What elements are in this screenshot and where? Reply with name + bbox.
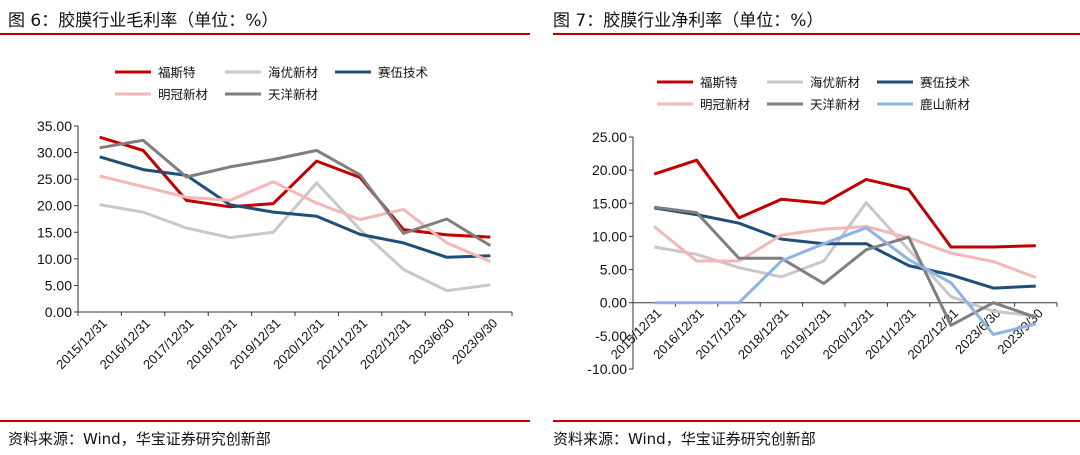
series-line — [653, 225, 1037, 279]
legend-label: 海优新材 — [268, 65, 318, 80]
legend-label: 海优新材 — [810, 75, 860, 90]
x-tick-label: 2023/6/30 — [406, 316, 458, 368]
legend-label: 明冠新材 — [700, 97, 750, 112]
series-line — [99, 138, 492, 247]
y-tick-label: 0.00 — [600, 295, 627, 311]
legend-label: 赛伍技术 — [378, 65, 429, 80]
source-note: 资料来源：Wind，华宝证券研究创新部 — [8, 430, 271, 448]
y-tick-label: 15.00 — [37, 224, 72, 240]
y-tick-label: 25.00 — [37, 171, 72, 187]
series-line — [654, 226, 1037, 336]
series-line — [653, 206, 1036, 290]
y-tick-label: 20.00 — [592, 162, 627, 178]
chart-caption: 图 6：胶膜行业毛利率（单位：%） — [8, 11, 279, 31]
legend-label: 鹿山新材 — [920, 97, 970, 112]
y-tick-label: -5.00 — [595, 328, 627, 344]
legend-label: 天洋新材 — [268, 87, 318, 102]
y-tick-label: 15.00 — [592, 195, 627, 211]
legend-label: 福斯特 — [700, 75, 738, 90]
legend-label: 天洋新材 — [810, 97, 860, 112]
x-tick-label: 2023/9/30 — [449, 316, 501, 368]
y-tick-label: 20.00 — [37, 198, 72, 214]
net-margin-line-chart: -10.00-5.000.005.0010.0015.0020.0025.002… — [587, 75, 1058, 377]
legend-label: 明冠新材 — [158, 87, 208, 102]
legend-label: 赛伍技术 — [920, 75, 971, 90]
chart-caption: 图 7：胶膜行业净利率（单位：%） — [553, 11, 824, 31]
net-margin-chart-panel: 图 7：胶膜行业净利率（单位：%） -10.00 -5.00 0.00 5.00 10.… — [545, 0, 1080, 455]
y-tick-label: 10.00 — [592, 228, 627, 244]
gross-margin-line-chart: 0.00 5.00 10.00 15.00 20.00 25.00 30.00 35.00 20… — [37, 65, 513, 372]
source-note: 资料来源：Wind，华宝证券研究创新部 — [553, 430, 816, 448]
top-divider — [553, 33, 1080, 35]
legend-label: 福斯特 — [158, 65, 196, 80]
y-tick-label: 5.00 — [600, 262, 627, 278]
y-tick-label: 30.00 — [37, 145, 72, 161]
gross-margin-chart-panel: 图 6：胶膜行业毛利率（单位：%） 0.00 5.00 10.00 15.00 20.0… — [0, 11, 530, 448]
series-line — [99, 135, 491, 239]
bottom-divider — [553, 420, 1080, 422]
y-tick-label: 0.00 — [45, 304, 72, 320]
series-line — [99, 181, 491, 293]
y-tick-label: 10.00 — [37, 251, 72, 267]
y-tick-label: 5.00 — [45, 277, 72, 293]
top-divider — [0, 33, 530, 35]
series-line — [654, 205, 1037, 327]
bottom-divider — [0, 420, 530, 422]
series-line — [653, 158, 1036, 249]
y-tick-label: -10.00 — [587, 361, 627, 377]
y-tick-label: 25.00 — [592, 129, 627, 145]
series-line — [99, 155, 491, 259]
y-tick-label: 35.00 — [37, 118, 72, 134]
